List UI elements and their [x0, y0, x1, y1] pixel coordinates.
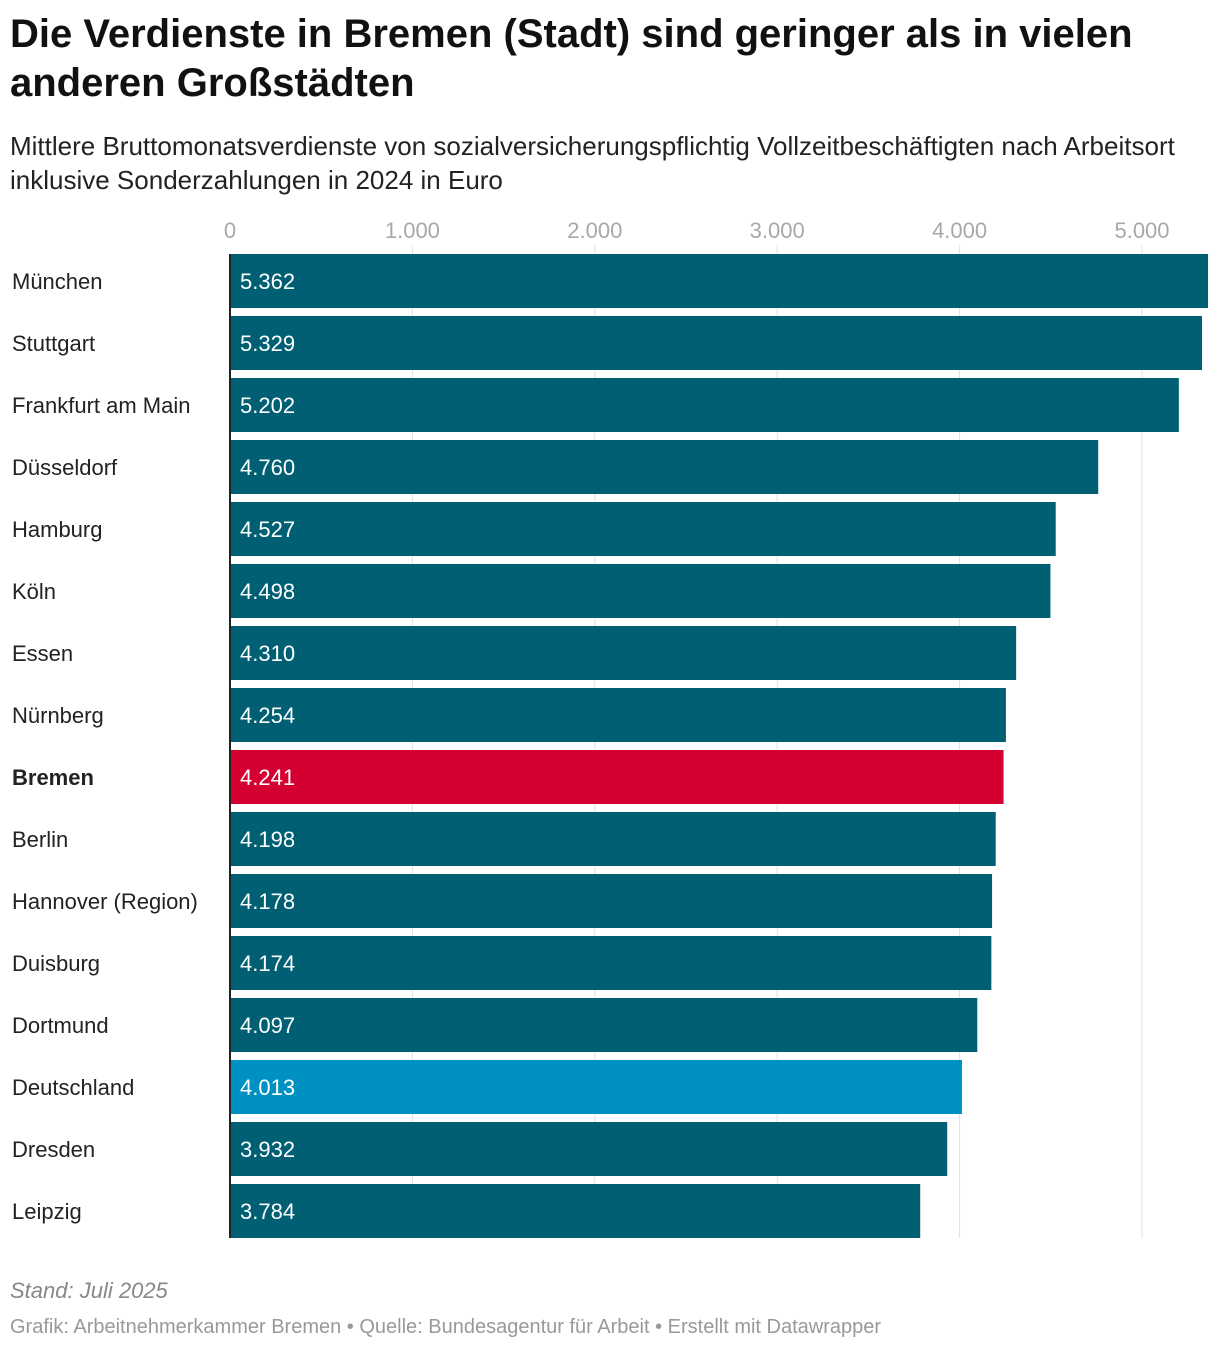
x-tick-label: 5.000 — [1114, 218, 1169, 243]
bar — [230, 998, 978, 1052]
value-label: 3.784 — [240, 1199, 295, 1224]
category-label: München — [12, 269, 103, 294]
category-label: Stuttgart — [12, 331, 95, 356]
bar — [230, 316, 1203, 370]
value-label: 4.174 — [240, 951, 295, 976]
bar — [230, 564, 1051, 618]
bar — [230, 688, 1006, 742]
value-label: 3.932 — [240, 1137, 295, 1162]
bar — [230, 750, 1004, 804]
category-label: Duisburg — [12, 951, 100, 976]
x-tick-label: 3.000 — [750, 218, 805, 243]
x-tick-label: 1.000 — [385, 218, 440, 243]
value-label: 4.097 — [240, 1013, 295, 1038]
value-label: 4.198 — [240, 827, 295, 852]
bar — [230, 254, 1209, 308]
x-tick-label: 2.000 — [567, 218, 622, 243]
bar — [230, 440, 1099, 494]
value-label: 4.310 — [240, 641, 295, 666]
value-label: 5.329 — [240, 331, 295, 356]
category-label: Dortmund — [12, 1013, 109, 1038]
bar — [230, 378, 1179, 432]
value-label: 4.241 — [240, 765, 295, 790]
bar — [230, 812, 996, 866]
category-label: Leipzig — [12, 1199, 82, 1224]
category-label: Deutschland — [12, 1075, 134, 1100]
value-label: 4.760 — [240, 455, 295, 480]
value-label: 4.178 — [240, 889, 295, 914]
category-label: Frankfurt am Main — [12, 393, 191, 418]
bar — [230, 874, 993, 928]
category-label: Berlin — [12, 827, 68, 852]
chart-subtitle: Mittlere Bruttomonatsverdienste von sozi… — [10, 131, 1175, 195]
category-label: Hamburg — [12, 517, 102, 542]
value-label: 4.254 — [240, 703, 295, 728]
value-label: 5.202 — [240, 393, 295, 418]
bar-chart: 0 1.000 2.000 3.000 4.000 5.000 München 5.362 St… — [12, 218, 1209, 1238]
category-label: Essen — [12, 641, 73, 666]
chart-title: Die Verdienste in Bremen (Stadt) sind ge… — [10, 12, 1133, 105]
bar — [230, 1184, 921, 1238]
x-tick-label: 0 — [224, 218, 236, 243]
stand-note: Stand: Juli 2025 — [10, 1278, 168, 1303]
value-label: 5.362 — [240, 269, 295, 294]
category-label: Hannover (Region) — [12, 889, 198, 914]
category-label: Dresden — [12, 1137, 95, 1162]
bar — [230, 1060, 962, 1114]
x-tick-label: 4.000 — [932, 218, 987, 243]
bar — [230, 936, 992, 990]
category-label: Bremen — [12, 765, 94, 790]
value-label: 4.498 — [240, 579, 295, 604]
credits: Grafik: Arbeitnehmerkammer Bremen • Quel… — [10, 1316, 882, 1338]
category-label: Köln — [12, 579, 56, 604]
value-label: 4.013 — [240, 1075, 295, 1100]
bar — [230, 1122, 948, 1176]
category-label: Nürnberg — [12, 703, 104, 728]
category-label: Düsseldorf — [12, 455, 118, 480]
bar — [230, 502, 1056, 556]
value-label: 4.527 — [240, 517, 295, 542]
bar — [230, 626, 1017, 680]
